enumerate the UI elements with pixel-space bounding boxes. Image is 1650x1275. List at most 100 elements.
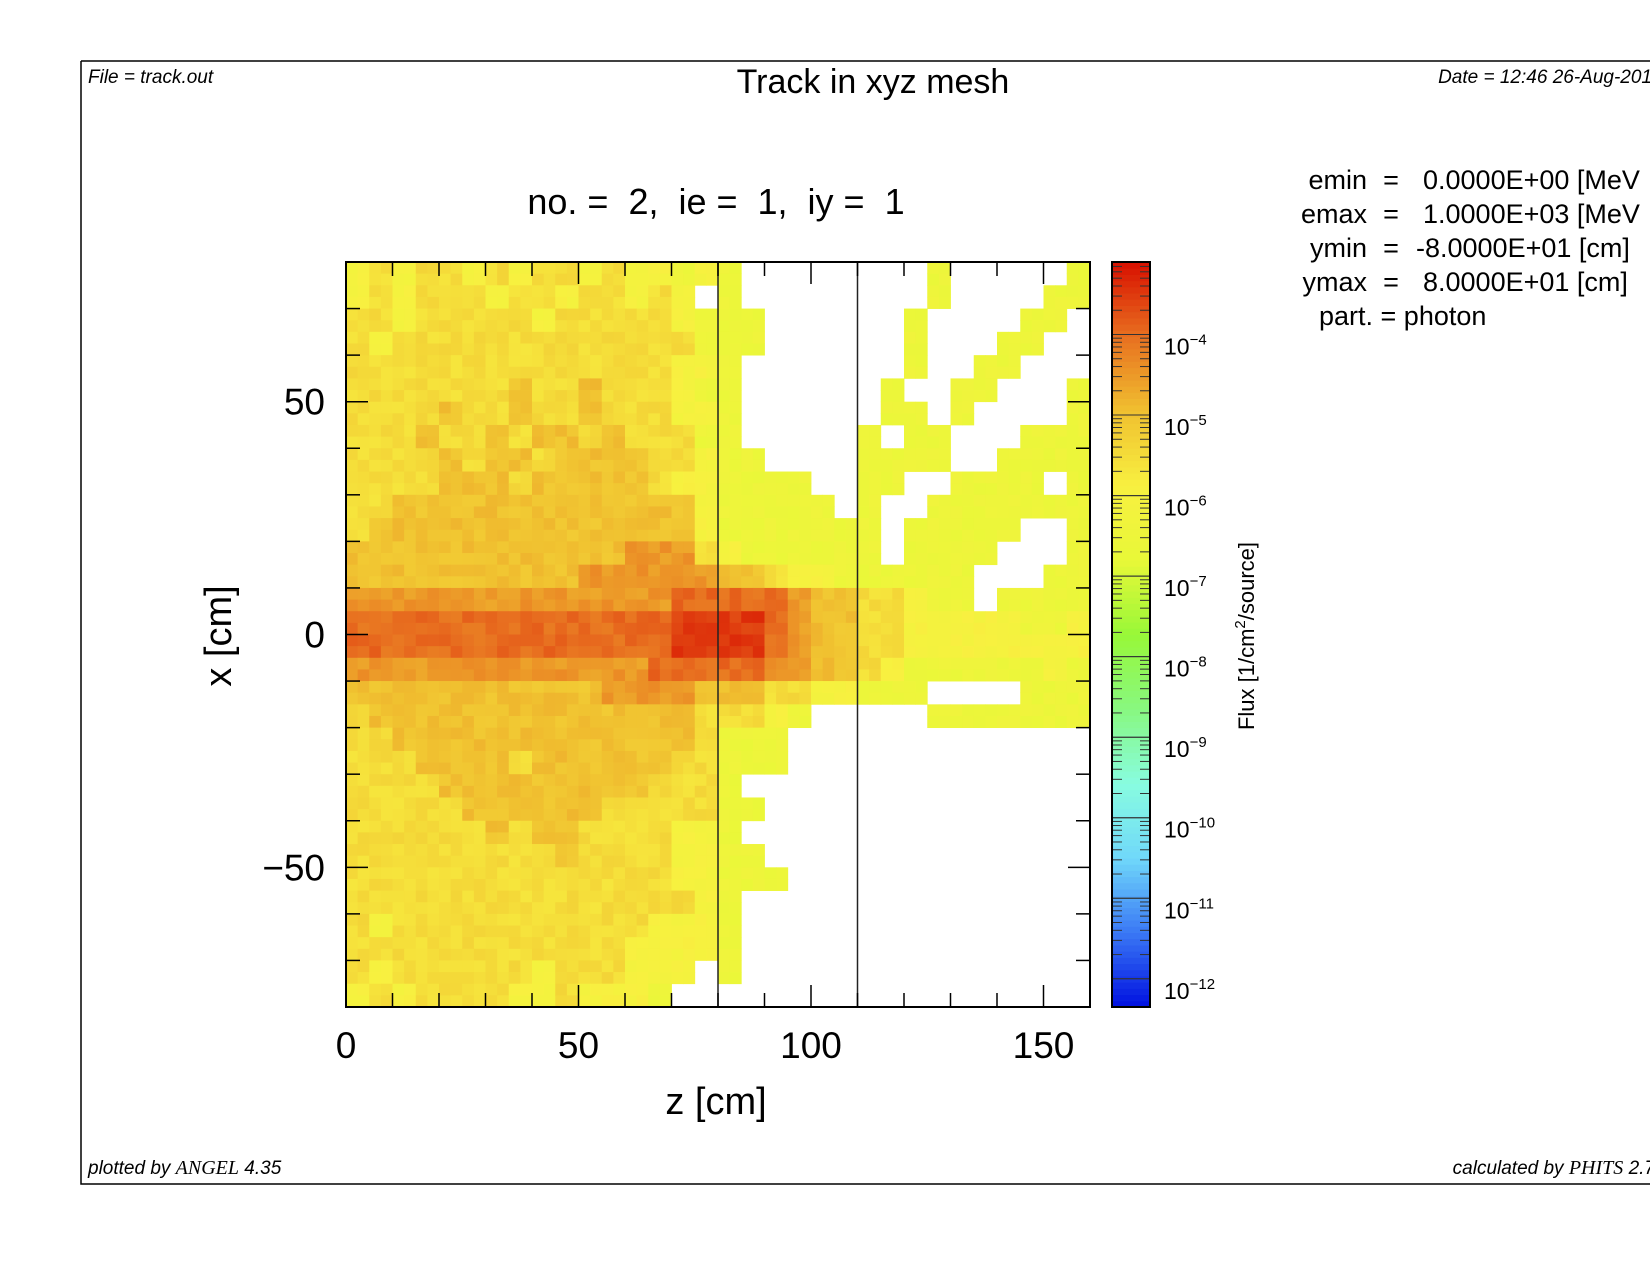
heatmap-cell [485,611,498,624]
heatmap-cell [845,657,858,670]
heatmap-cell [659,622,672,635]
heatmap-cell [578,995,591,1008]
heatmap-cell [776,727,789,740]
heatmap-cell [380,750,393,763]
heatmap-cell [346,715,359,729]
heatmap-cell [566,646,579,659]
heatmap-cell [636,960,649,973]
heatmap-cell [485,576,498,589]
colorbar-segment [1112,802,1150,809]
heatmap-cell [1078,587,1091,600]
colorbar-segment [1112,379,1150,387]
heatmap-cell [473,273,486,286]
heatmap-cell [752,657,765,670]
heatmap-cell [1043,704,1056,717]
heatmap-cell [927,704,940,717]
heatmap-cell [346,401,359,414]
heatmap-cell [938,285,951,298]
heatmap-cell [659,436,672,449]
heatmap-cell [590,867,603,880]
heatmap-cell [427,669,440,682]
heatmap-cell [752,878,765,891]
heatmap-cell [555,739,568,752]
heatmap-cell [497,448,510,461]
heatmap-cell [578,390,591,403]
heatmap-cell [636,634,649,647]
heatmap-cell [764,622,777,635]
heatmap-cell [927,273,940,286]
param-name: ymax [1302,267,1367,297]
heatmap-cell [671,704,684,717]
heatmap-cell [636,774,649,787]
heatmap-cell [706,832,719,845]
heatmap-cell [938,506,951,519]
heatmap-cell [532,902,545,915]
heatmap-cell [904,436,917,449]
heatmap-cell [497,331,510,344]
heatmap-cell [718,285,731,298]
heatmap-cell [659,587,672,600]
heatmap-cell [625,331,638,344]
heatmap-cell [462,262,475,275]
heatmap-cell [811,553,824,566]
heatmap-cell [741,587,754,600]
heatmap-cell [729,809,742,822]
heatmap-cell [427,785,440,798]
heatmap-cell [555,587,568,600]
heatmap-cell [508,564,521,577]
heatmap-cell [520,611,533,624]
heatmap-cell [1031,459,1044,472]
heatmap-cell [497,750,510,763]
heatmap-cell [752,518,765,531]
heatmap-cell [892,483,905,496]
heatmap-cell [1031,424,1044,438]
heatmap-cell [427,343,440,356]
heatmap-cell [869,506,882,519]
heatmap-cell [380,785,393,798]
heatmap-cell [787,611,800,624]
heatmap-cell [729,692,742,705]
heatmap-cell [625,646,638,659]
heatmap-cell [415,634,428,647]
heatmap-cell [578,727,591,740]
heatmap-cell [473,855,486,868]
heatmap-cell [380,424,393,438]
heatmap-cell [997,669,1010,682]
heatmap-cell [752,750,765,763]
heatmap-cell [1020,646,1033,659]
heatmap-cell [392,925,405,938]
heatmap-cell [648,366,661,379]
heatmap-cell [845,529,858,542]
heatmap-cell [950,471,963,484]
heatmap-cell [973,611,986,624]
heatmap-cell [659,739,672,752]
heatmap-cell [473,844,486,857]
heatmap-cell [694,599,707,612]
colorbar-segment [1112,479,1150,486]
heatmap-cell [404,646,417,659]
heatmap-cell [613,704,626,717]
heatmap-cell [764,483,777,496]
heatmap-cell [613,820,626,833]
heatmap-cell [590,262,603,275]
heatmap-cell [729,331,742,344]
heatmap-cell [683,483,696,496]
heatmap-cell [520,541,533,554]
colorbar-segment [1112,603,1150,611]
heatmap-cell [880,599,893,612]
heatmap-cell [357,483,370,496]
heatmap-cell [450,809,463,822]
heatmap-cell [473,704,486,717]
heatmap-cell [694,483,707,496]
heatmap-cell [485,401,498,414]
heatmap-cell [532,413,545,426]
heatmap-cell [555,296,568,309]
heatmap-cell [392,320,405,333]
heatmap-cell [904,518,917,531]
heatmap-cell [752,809,765,822]
heatmap-cell [555,424,568,438]
heatmap-cell [671,355,684,368]
heatmap-cell [706,704,719,717]
heatmap-cell [706,890,719,903]
heatmap-cell [520,704,533,717]
